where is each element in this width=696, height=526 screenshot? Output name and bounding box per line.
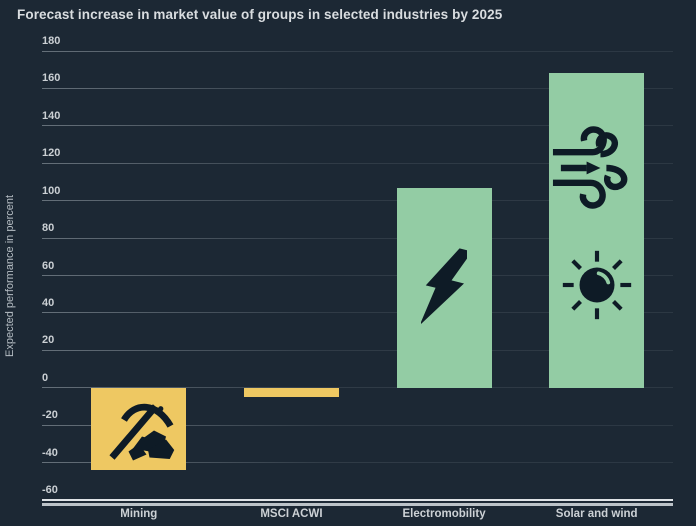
gridline <box>42 125 673 127</box>
gridline <box>42 50 673 52</box>
gridline <box>42 312 673 314</box>
gridline <box>42 162 673 164</box>
y-axis-label: Expected performance in percent <box>4 194 16 357</box>
y-tick-label: -40 <box>42 446 58 459</box>
category-label-mining: Mining <box>120 508 158 520</box>
y-tick-label: 0 <box>42 371 49 384</box>
gridline <box>42 275 673 276</box>
y-tick-label: 140 <box>42 109 61 122</box>
bar-electromobility <box>396 187 492 388</box>
category-label-solar-and-wind: Solar and wind <box>555 508 638 520</box>
y-tick-label: 180 <box>42 35 61 47</box>
wind-icon <box>553 126 628 210</box>
gridline <box>42 424 673 426</box>
y-tick-label: 160 <box>42 72 61 85</box>
gridline <box>42 87 673 89</box>
bar-mining <box>91 387 187 471</box>
category-label-msci-acwi: MSCI ACWI <box>260 508 323 520</box>
y-tick-label: -20 <box>42 409 58 422</box>
chart-title: Forecast increase in market value of gro… <box>17 7 503 22</box>
lightning-icon <box>421 248 468 326</box>
y-tick-label: 120 <box>42 147 61 160</box>
y-tick-label: 80 <box>42 222 55 235</box>
pickaxe-icon <box>109 403 175 461</box>
x-axis-baseline <box>42 499 673 501</box>
gridline <box>42 349 673 351</box>
sun-icon <box>562 251 631 320</box>
y-tick-label: 40 <box>42 296 55 309</box>
y-tick-label: -60 <box>42 484 58 496</box>
bar-solar-and-wind <box>549 73 645 388</box>
gridline <box>42 200 673 202</box>
y-tick-label: 100 <box>42 184 61 197</box>
gridline <box>42 237 673 239</box>
y-tick-label: 20 <box>42 334 55 347</box>
x-axis-baseline-shadow <box>42 502 673 506</box>
bar-msci-acwi <box>243 387 339 398</box>
y-tick-label: 60 <box>42 259 55 272</box>
gridline <box>42 387 673 389</box>
category-label-electromobility: Electromobility <box>402 508 486 520</box>
gridline <box>42 462 673 464</box>
